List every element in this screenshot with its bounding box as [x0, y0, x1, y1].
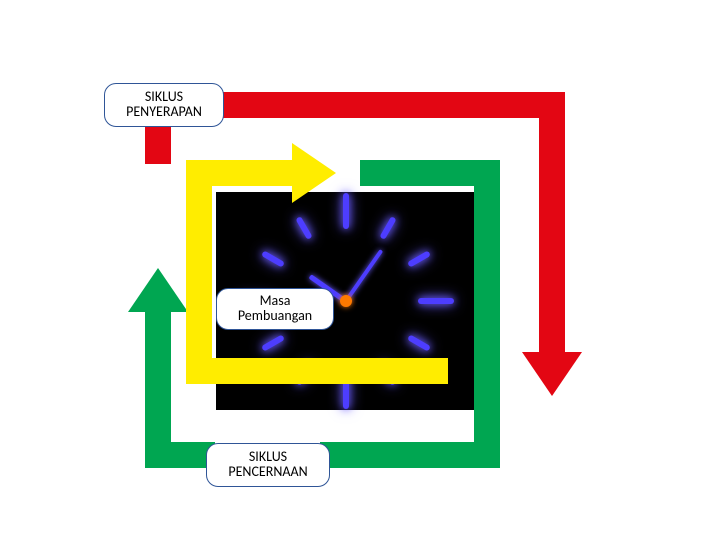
green-path-arrowhead	[128, 268, 188, 312]
green-path-seg-5	[320, 442, 500, 468]
red-path-seg-2	[539, 92, 565, 352]
yellow-path-seg-2	[186, 160, 294, 186]
yellow-path-seg-0	[186, 160, 212, 384]
red-path-arrowhead	[522, 352, 582, 396]
yellow-path-arrowhead	[292, 143, 336, 203]
green-path-seg-4	[474, 160, 500, 442]
label-siklus-penyerapan: SIKLUSPENYERAPAN	[104, 83, 224, 127]
label-siklus-pencernaan: SIKLUSPENCERNAAN	[206, 443, 330, 487]
green-path-seg-1	[145, 442, 215, 468]
label-masa-pembuangan: MasaPembuangan	[216, 288, 334, 330]
label-siklus-pencernaan-line2: PENCERNAAN	[228, 465, 307, 480]
clock-tick-0	[343, 193, 349, 229]
yellow-path-seg-1	[186, 358, 448, 384]
green-path-seg-0	[145, 310, 171, 442]
label-siklus-penyerapan-line2: PENYERAPAN	[126, 105, 202, 120]
clock-center-dot	[340, 295, 352, 307]
clock-tick-3	[418, 298, 454, 304]
diagram-stage: SIKLUSPENYERAPAN MasaPembuangan SIKLUSPENC…	[0, 0, 720, 540]
label-masa-pembuangan-line2: Pembuangan	[238, 309, 312, 324]
